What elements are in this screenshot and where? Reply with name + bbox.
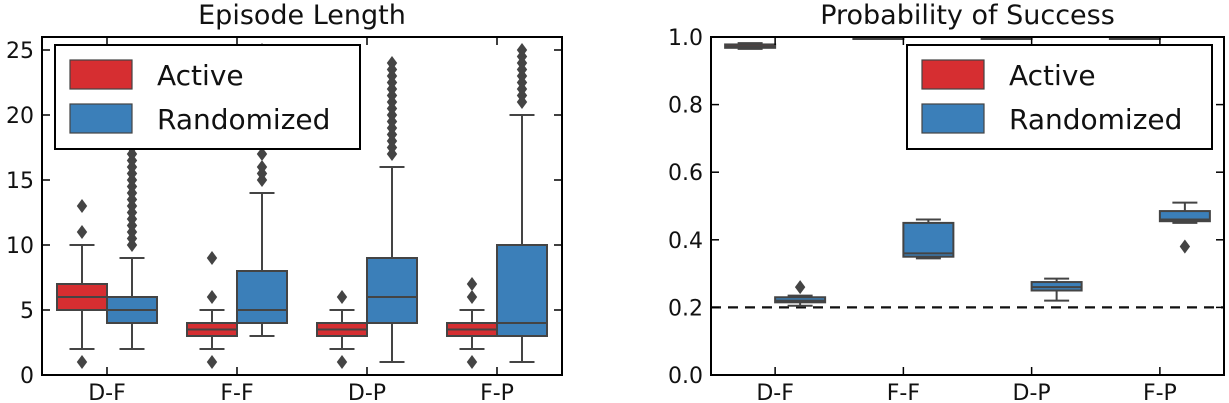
- legend: Active Randomized: [906, 44, 1213, 150]
- legend-swatch-randomized: [921, 103, 985, 134]
- y-tick-label: 1.0: [668, 26, 703, 51]
- box-randomized-d-f: [106, 127, 158, 350]
- legend-swatch-active: [921, 59, 985, 90]
- legend-label-randomized: Randomized: [1009, 103, 1182, 136]
- x-tick-label: F-F: [887, 381, 920, 403]
- chart-title: Episode Length: [198, 0, 406, 31]
- outlier-point: [206, 289, 218, 305]
- legend: Active Randomized: [54, 44, 361, 150]
- outlier-point: [336, 354, 348, 370]
- outlier-point: [76, 198, 88, 214]
- outlier-point: [256, 146, 268, 162]
- box-randomized-f-p: [1158, 201, 1211, 254]
- y-tick-label: 5: [20, 299, 34, 324]
- x-tick-label: D-F: [88, 381, 126, 403]
- box-iqr: [1158, 210, 1211, 223]
- legend-label-active: Active: [157, 59, 244, 92]
- x-tick-label: F-P: [480, 381, 514, 403]
- box-randomized-f-f: [902, 218, 955, 260]
- outlier-point: [76, 224, 88, 240]
- y-tick-label: 0.8: [668, 94, 703, 119]
- box-randomized-d-f: [774, 280, 827, 307]
- plot-frame: [41, 36, 563, 376]
- y-tick-label: 10: [6, 234, 34, 259]
- legend-label-randomized: Randomized: [157, 103, 330, 136]
- outlier-point: [336, 289, 348, 305]
- outlier-point: [466, 354, 478, 370]
- box-randomized-d-p: [366, 55, 418, 363]
- episode-length-panel: Episode Length 0 5 10 15 20 25 D-F F-F D-P F-P Acti…: [6, 0, 563, 403]
- x-tick-label: F-F: [220, 381, 253, 403]
- box-iqr: [236, 270, 288, 324]
- x-tick-label: D-P: [348, 381, 386, 403]
- box-randomized-d-p: [1030, 277, 1083, 302]
- outlier-point: [256, 159, 268, 175]
- y-tick-label: 20: [6, 104, 34, 129]
- chart-title: Probability of Success: [820, 0, 1115, 31]
- box-active-f-f: [186, 250, 238, 370]
- outlier-point: [76, 354, 88, 370]
- legend-swatch-active: [69, 59, 133, 90]
- legend-label-active: Active: [1009, 59, 1096, 92]
- x-tick-label: F-P: [1143, 381, 1177, 403]
- y-tick-label: 0.4: [668, 229, 703, 254]
- plot-frame: [710, 36, 1225, 376]
- y-tick-label: 15: [6, 169, 34, 194]
- outlier-point: [466, 276, 478, 292]
- outlier-point: [516, 42, 528, 58]
- box-active-d-f: [724, 42, 777, 50]
- outlier-point: [206, 250, 218, 266]
- outlier-point: [466, 289, 478, 305]
- outlier-point: [794, 280, 806, 295]
- y-tick-label: 0.2: [668, 296, 703, 321]
- outlier-point: [1179, 239, 1191, 254]
- box-iqr: [366, 257, 418, 324]
- y-tick-label: 0.0: [668, 364, 703, 389]
- x-tick-label: D-P: [1013, 381, 1051, 403]
- outlier-point: [386, 55, 398, 71]
- y-tick-label: 25: [6, 39, 34, 64]
- box-active-d-p: [316, 289, 368, 370]
- box-iqr: [902, 221, 955, 258]
- box-active-f-p: [446, 276, 498, 370]
- outlier-point: [206, 354, 218, 370]
- box-iqr: [496, 244, 548, 337]
- x-tick-label: D-F: [756, 381, 794, 403]
- y-tick-label: 0.6: [668, 161, 703, 186]
- box-active-d-f: [56, 198, 108, 370]
- probability-of-success-panel: Probability of Success 0.0 0.2 0.4 0.6 0.8 1.0…: [668, 0, 1225, 403]
- legend-swatch-randomized: [69, 103, 133, 134]
- y-tick-label: 0: [20, 364, 34, 389]
- box-randomized-f-p: [496, 42, 548, 363]
